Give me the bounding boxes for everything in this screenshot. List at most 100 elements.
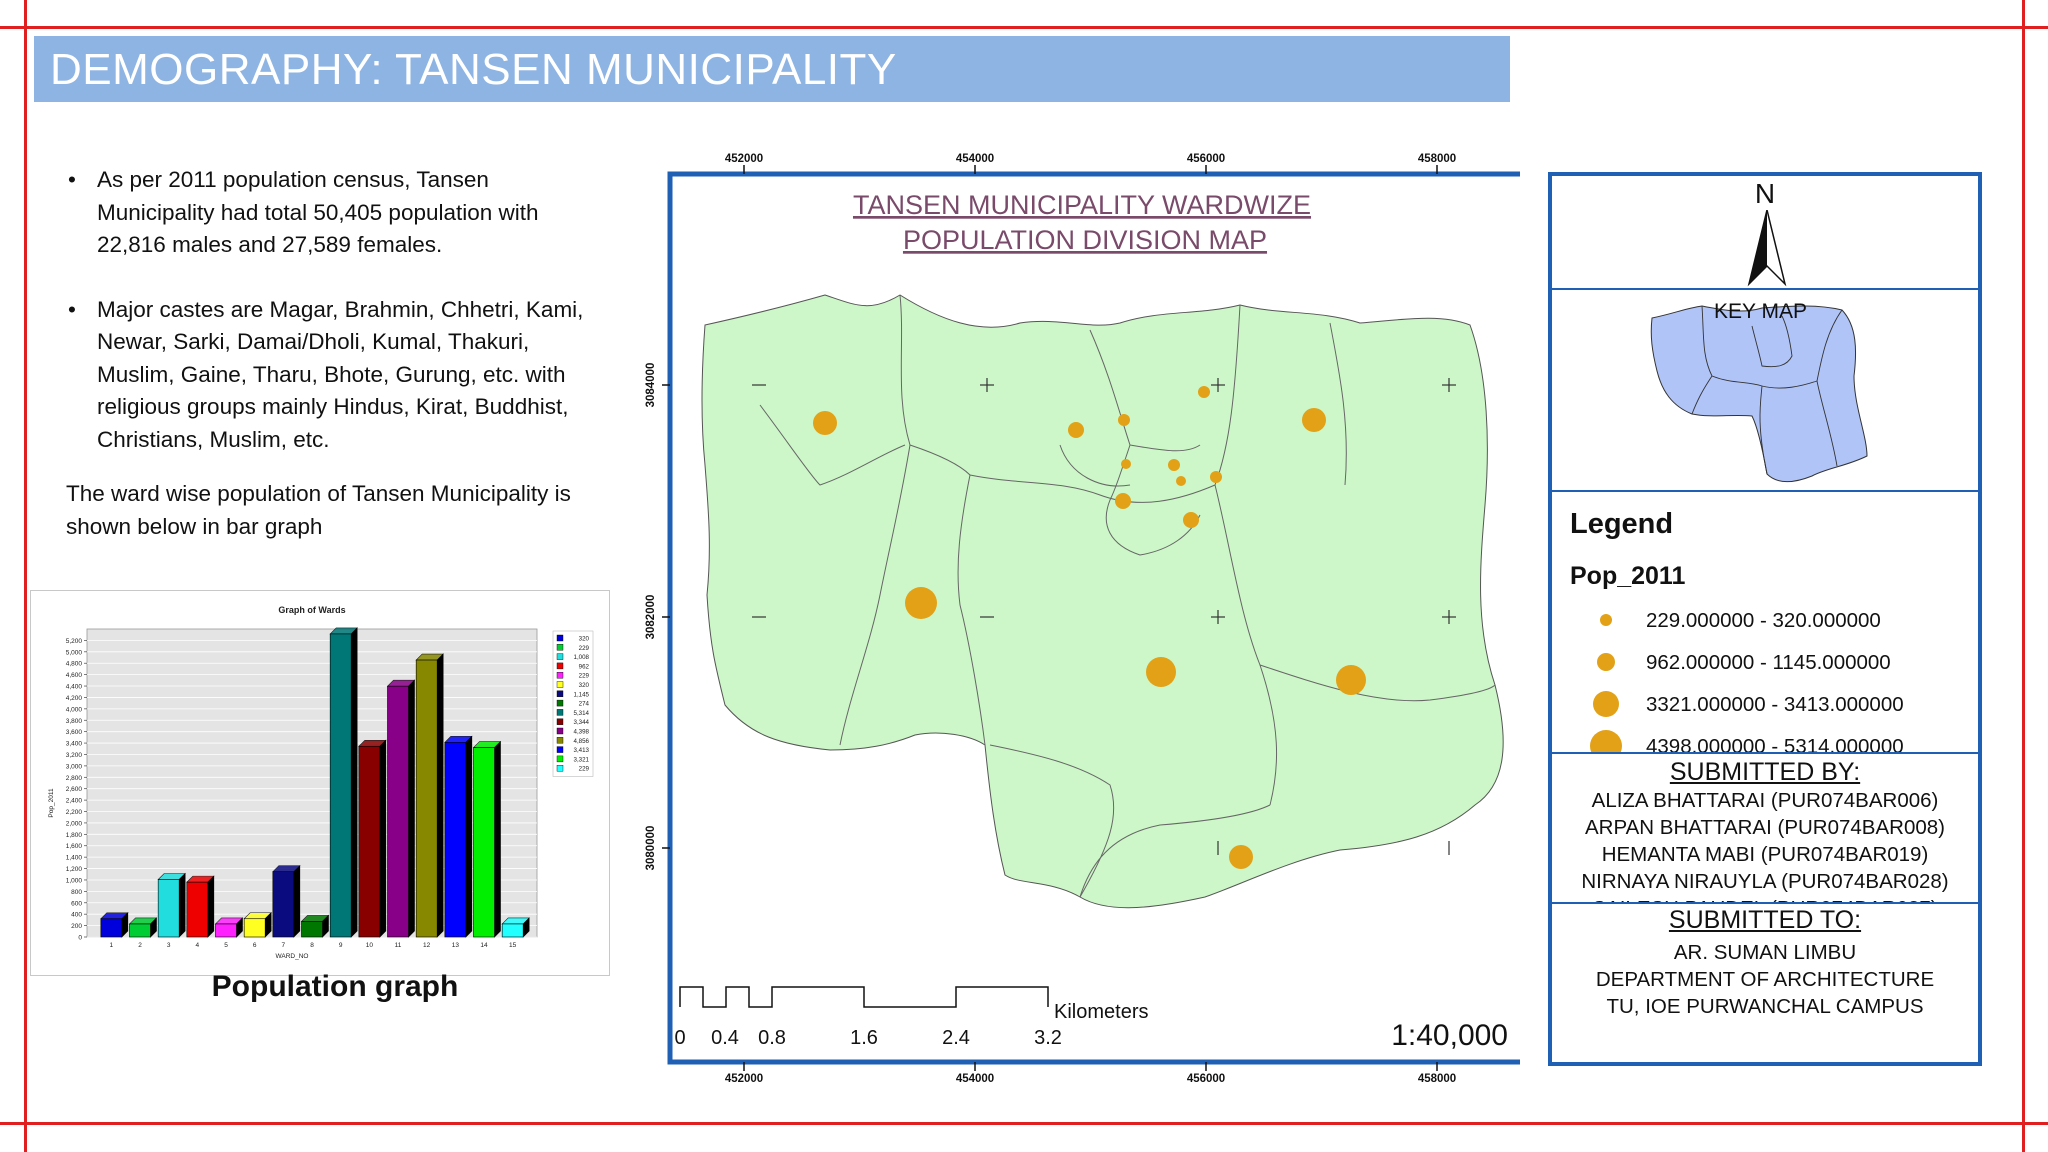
scale-bar	[679, 986, 1049, 1008]
y-tick-label: 2,400	[66, 798, 83, 805]
legend-class-label: 962.000000 - 1145.000000	[1646, 651, 1891, 674]
x-tick-label: 13	[452, 942, 460, 949]
x-tick-label: 6	[253, 942, 257, 949]
x-axis-label: WARD_NO	[276, 953, 309, 960]
bar-side	[379, 739, 387, 938]
symbol-ward	[1168, 459, 1180, 471]
key-map-label: KEY MAP	[1714, 300, 1807, 323]
legend-label: 5,314	[574, 710, 590, 717]
bar-side	[436, 653, 444, 938]
x-tick-label: 7	[282, 942, 286, 949]
grid-crosses	[752, 378, 1456, 855]
title-bar: DEMOGRAPHY: TANSEN MUNICIPALITY	[34, 36, 1510, 102]
x-coord-top: 454000	[956, 153, 994, 165]
y-tick-label: 4,000	[66, 706, 83, 713]
symbol-ward	[1115, 493, 1131, 509]
symbol-ward	[1121, 459, 1131, 469]
x-tick-label: 11	[395, 942, 402, 949]
scale-label: 2.4	[942, 1027, 970, 1049]
x-coord-bottom: 456000	[1187, 1073, 1225, 1085]
bar-side	[408, 679, 415, 938]
bar-side	[465, 735, 473, 938]
y-tick-label: 600	[71, 900, 82, 907]
y-tick-label: 4,400	[66, 684, 83, 691]
frame-bottom-line	[0, 1122, 2048, 1125]
legend-swatch	[556, 662, 564, 670]
legend-swatch	[556, 634, 564, 642]
y-tick-label: 4,200	[66, 695, 83, 702]
side-panel: N KEY MAP Legend Pop_2011 229.000000 - 3…	[1548, 172, 1982, 1066]
x-tick-label: 5	[224, 942, 228, 949]
x-coord-top: 458000	[1418, 153, 1456, 165]
legend-swatch	[556, 690, 564, 698]
legend-label: 1,145	[574, 691, 590, 698]
frame-left-line	[24, 0, 27, 1152]
y-tick-label: 4,800	[66, 661, 83, 668]
bar	[501, 923, 524, 938]
population-symbols	[813, 386, 1366, 869]
bar	[243, 918, 266, 938]
municipality-boundary	[701, 294, 1504, 909]
symbol-ward	[1183, 512, 1199, 528]
graph-caption: Population graph	[211, 970, 459, 1003]
legend-title: Legend	[1570, 508, 1674, 540]
map-title-line2: POPULATION DIVISION MAP	[903, 225, 1267, 255]
bar	[358, 745, 381, 938]
symbol-ward	[1146, 657, 1176, 687]
legend-swatch	[556, 709, 564, 716]
y-tick-label: 1,800	[66, 832, 83, 839]
y-tick-label: 2,800	[66, 775, 83, 782]
y-tick-label: 5,200	[66, 638, 83, 645]
bullet-census: As per 2011 population census, Tansen Mu…	[66, 164, 606, 262]
x-tick-label: 3	[167, 942, 171, 949]
student-name: ARPAN BHATTARAI (PUR074BAR008)	[1585, 816, 1945, 839]
bar-side	[350, 627, 358, 938]
graph-intro-paragraph: The ward wise population of Tansen Munic…	[66, 481, 571, 539]
key-map-shape	[1650, 305, 1868, 483]
legend-class-label: 3321.000000 - 3413.000000	[1646, 693, 1904, 716]
symbol-ward	[813, 411, 837, 435]
symbol-ward	[1336, 665, 1366, 695]
frame-top-line	[0, 26, 2048, 29]
symbol-ward	[1176, 476, 1186, 486]
bar-side	[207, 875, 215, 938]
y-tick-label: 5,000	[66, 649, 83, 656]
x-tick-label: 8	[310, 942, 314, 949]
bar-chart-panel: 0 200 400 600 800 1,000 1,200 1,400 1,600 1,800 2,…	[30, 590, 610, 976]
symbol-ward	[1118, 414, 1130, 426]
legend-symbol-large	[1593, 691, 1619, 717]
north-label: N	[1754, 178, 1776, 209]
x-tick-label: 1	[110, 942, 114, 949]
legend-swatch	[556, 681, 564, 688]
submitted-by-box: SUBMITTED BY: ALIZA BHATTARAI (PUR074BAR…	[1548, 752, 1982, 920]
y-tick-label: 0	[78, 935, 82, 942]
scale-label: 0	[674, 1027, 685, 1049]
legend-label: 229	[579, 673, 590, 680]
legend-class-label: 229.000000 - 320.000000	[1646, 609, 1881, 632]
legend-field: Pop_2011	[1570, 562, 1686, 590]
y-coord-left: 3080000	[645, 826, 657, 871]
y-tick-label: 3,400	[66, 741, 83, 748]
key-map-box: KEY MAP	[1548, 288, 1982, 492]
north-arrow-icon	[1747, 210, 1787, 287]
symbol-ward	[1068, 422, 1084, 438]
legend-swatch	[556, 746, 564, 753]
scale-unit: Kilometers	[1054, 1001, 1148, 1023]
x-tick-label: 12	[423, 942, 431, 949]
legend-class-row: 962.000000 - 1145.000000	[1552, 642, 1978, 682]
y-axis-label: Pop_2011	[48, 788, 55, 818]
chart-title: Graph of Wards	[278, 605, 345, 615]
bar	[272, 871, 295, 938]
submitted-to-list: AR. SUMAN LIMBU DEPARTMENT OF ARCHITECTU…	[1552, 939, 1978, 1020]
text-block: As per 2011 population census, Tansen Mu…	[66, 164, 606, 543]
y-tick-label: 4,600	[66, 672, 83, 679]
scale-ratio: 1:40,000	[1391, 1019, 1508, 1052]
y-tick-label: 3,600	[66, 729, 83, 736]
bar	[157, 879, 180, 938]
y-tick-label: 800	[71, 889, 82, 896]
legend-label: 320	[579, 682, 590, 689]
symbol-ward	[1229, 845, 1253, 869]
x-tick-label: 4	[196, 942, 200, 949]
supervisor-line: TU, IOE PURWANCHAL CAMPUS	[1606, 995, 1924, 1018]
frame-right-line	[2022, 0, 2025, 1152]
